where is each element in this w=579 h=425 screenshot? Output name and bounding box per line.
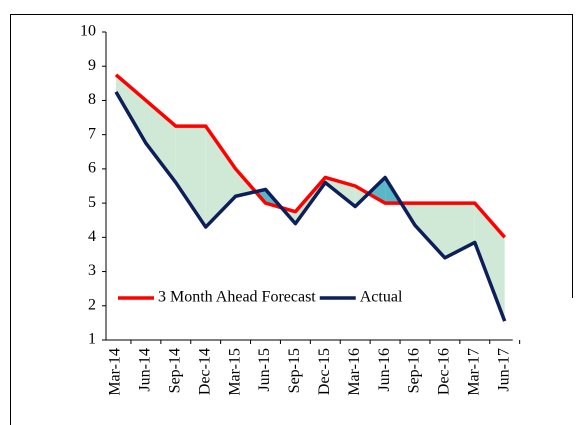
x-tick-label: Jun-15: [256, 348, 273, 392]
area-fill: [444, 203, 475, 258]
x-tick-label: Dec-15: [316, 348, 333, 395]
x-tick-label: Sep-14: [166, 348, 183, 393]
legend-label: 3 Month Ahead Forecast: [158, 289, 316, 306]
x-tick-label: Mar-17: [465, 348, 482, 396]
y-tick-label: 9: [88, 57, 96, 74]
y-tick-label: 3: [88, 262, 96, 279]
x-tick-label: Dec-14: [196, 348, 213, 395]
y-tick-label: 8: [88, 91, 96, 108]
x-tick-label: Jun-17: [495, 348, 512, 392]
x-tick-label: Dec-16: [436, 348, 453, 395]
area-fill: [175, 126, 206, 228]
x-tick-label: Mar-14: [107, 348, 124, 396]
y-tick-label: 2: [88, 296, 96, 313]
legend-label: Actual: [360, 289, 403, 306]
frame: [10, 14, 573, 425]
y-tick-label: 5: [88, 194, 96, 211]
series-line: [114, 73, 507, 239]
x-tick-label: Mar-15: [226, 348, 243, 396]
y-tick-label: 6: [88, 160, 96, 177]
series-line: [114, 91, 507, 322]
y-tick-label: 10: [80, 23, 96, 40]
area-fill: [474, 203, 505, 322]
x-tick-label: Jun-14: [137, 348, 154, 392]
y-tick-label: 7: [88, 125, 96, 142]
x-tick-label: Mar-16: [346, 348, 363, 396]
y-tick-label: 4: [88, 228, 96, 245]
y-tick-label: 1: [88, 331, 96, 348]
x-tick-label: Sep-15: [286, 348, 303, 393]
area-fill: [415, 203, 445, 258]
area-fill: [116, 74, 146, 144]
x-tick-label: Jun-16: [376, 348, 393, 392]
x-tick-label: Sep-16: [406, 348, 423, 393]
